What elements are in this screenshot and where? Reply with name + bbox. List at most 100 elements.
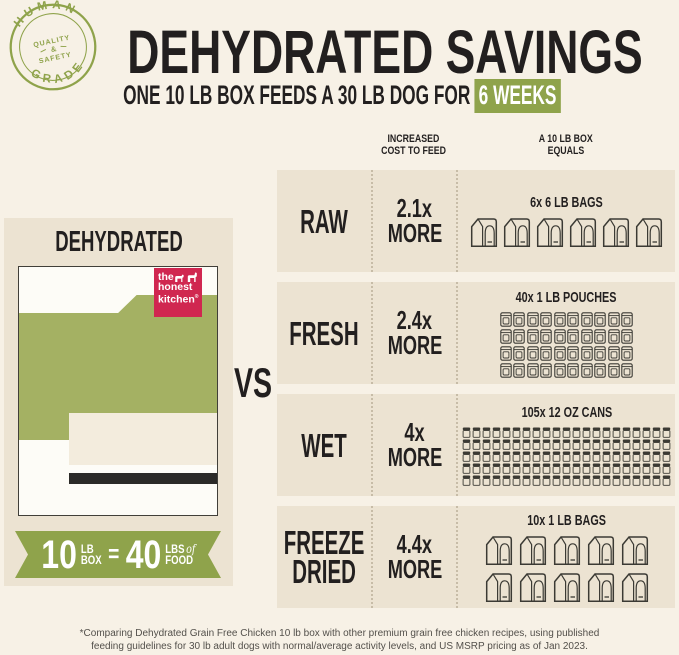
food-can-icon — [662, 463, 671, 474]
row-multiplier: 2.1x MORE — [371, 170, 456, 272]
food-can-icon — [602, 475, 611, 486]
food-can-icon — [502, 427, 511, 438]
bag-icon-grid — [470, 217, 663, 248]
food-can-icon — [592, 439, 601, 450]
food-can-icon — [612, 475, 621, 486]
row-visual: 6x 6 LB BAGS — [456, 170, 675, 272]
food-can-icon — [602, 439, 611, 450]
food-can-icon — [572, 475, 581, 486]
food-can-icon — [502, 463, 511, 474]
food-can-icon — [472, 451, 481, 462]
row-multiplier: 4.4x MORE — [371, 506, 456, 608]
food-can-icon — [632, 451, 641, 462]
footnote: *Comparing Dehydrated Grain Free Chicken… — [79, 628, 600, 652]
subtitle-text: ONE 10 LB BOX FEEDS A 30 LB DOG FOR — [123, 80, 471, 110]
food-can-icon — [662, 475, 671, 486]
food-pouch-icon — [554, 311, 566, 327]
food-can-icon — [612, 427, 621, 438]
food-pouch-icon — [567, 311, 579, 327]
food-can-icon — [552, 451, 561, 462]
food-can-icon — [492, 427, 501, 438]
food-can-icon — [512, 451, 521, 462]
food-pouch-icon — [527, 345, 539, 361]
food-can-icon — [572, 427, 581, 438]
food-pouch-icon — [621, 311, 633, 327]
food-can-icon — [652, 439, 661, 450]
food-can-icon — [462, 463, 471, 474]
food-pouch-icon — [527, 328, 539, 344]
food-can-icon — [552, 439, 561, 450]
food-can-icon — [492, 451, 501, 462]
ribbon-qty-10: 10 — [40, 532, 77, 577]
food-can-icon — [552, 463, 561, 474]
food-can-icon — [642, 439, 651, 450]
food-can-icon — [522, 427, 531, 438]
dehydrated-product-box: the honest kitchen® — [18, 266, 218, 516]
food-can-icon — [582, 475, 591, 486]
row-label: FREEZE DRIED — [283, 524, 365, 590]
food-pouch-icon — [540, 362, 552, 378]
box-art-white-stripe — [19, 267, 137, 313]
food-can-icon — [462, 439, 471, 450]
badge-inner-ring — [19, 13, 87, 81]
food-can-icon — [592, 427, 601, 438]
food-pouch-icon — [554, 345, 566, 361]
comparison-row-raw: RAW 2.1x MORE 6x 6 LB BAGS — [277, 170, 675, 272]
dog-food-bag-icon — [587, 572, 614, 602]
food-pouch-icon — [594, 345, 606, 361]
badge-outer-ring — [9, 3, 97, 91]
food-can-icon — [612, 451, 621, 462]
food-can-icon — [492, 439, 501, 450]
dehydrated-panel: DEHYDRATED the honest kitchen® — [4, 218, 233, 586]
food-can-icon — [622, 463, 631, 474]
food-can-icon — [542, 475, 551, 486]
dog-food-bag-icon — [602, 218, 630, 248]
food-can-icon — [642, 427, 651, 438]
food-can-icon — [572, 439, 581, 450]
food-pouch-icon — [567, 345, 579, 361]
food-can-icon — [642, 463, 651, 474]
food-pouch-icon — [621, 328, 633, 344]
food-can-icon — [522, 439, 531, 450]
dog-food-bag-icon — [470, 218, 498, 248]
food-can-icon — [532, 451, 541, 462]
food-can-icon — [612, 463, 621, 474]
food-can-icon — [522, 475, 531, 486]
equals-sign: = — [107, 540, 119, 568]
ribbon-qty-40: 40 — [125, 532, 161, 577]
food-can-icon — [482, 463, 491, 474]
food-can-icon — [522, 451, 531, 462]
food-can-icon — [542, 463, 551, 474]
food-pouch-icon — [540, 345, 552, 361]
food-pouch-icon — [500, 345, 512, 361]
food-can-icon — [572, 451, 581, 462]
box-art-cream-area — [69, 413, 217, 465]
food-pouch-icon — [540, 328, 552, 344]
dog-food-bag-icon — [553, 572, 580, 602]
food-can-icon — [632, 475, 641, 486]
food-can-icon — [532, 475, 541, 486]
food-can-icon — [482, 451, 491, 462]
food-can-icon — [652, 427, 661, 438]
visual-caption: 40x 1 LB POUCHES — [516, 288, 617, 306]
can-icon-grid — [462, 427, 671, 486]
dog-food-bag-icon — [485, 572, 512, 602]
food-can-icon — [632, 439, 641, 450]
food-can-icon — [642, 475, 651, 486]
logo-wordmark: the honest kitchen® — [158, 271, 199, 306]
food-can-icon — [642, 451, 651, 462]
food-can-icon — [572, 463, 581, 474]
dog-food-bag-icon — [587, 535, 614, 565]
dog-food-bag-icon — [485, 535, 512, 565]
food-pouch-icon — [500, 328, 512, 344]
food-can-icon — [662, 427, 671, 438]
badge-ampersand: & — [50, 44, 58, 54]
equivalence-ribbon: 10 LB BOX = 40 LBS of FOOD — [15, 531, 221, 578]
food-can-icon — [662, 451, 671, 462]
food-pouch-icon — [567, 328, 579, 344]
food-can-icon — [542, 439, 551, 450]
food-can-icon — [652, 451, 661, 462]
food-can-icon — [562, 427, 571, 438]
dog-food-bag-icon — [569, 218, 597, 248]
food-can-icon — [472, 475, 481, 486]
